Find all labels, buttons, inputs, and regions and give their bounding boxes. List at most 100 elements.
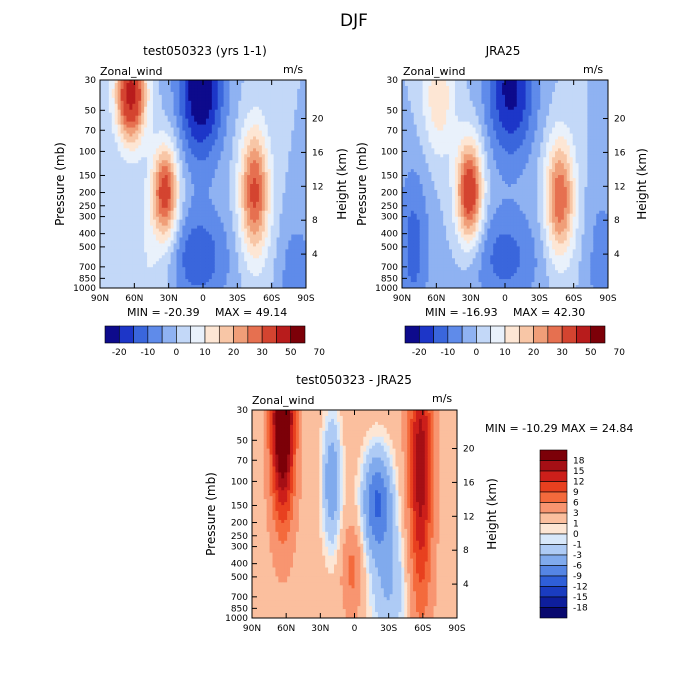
field-cell [191, 237, 195, 241]
field-cell [194, 225, 198, 229]
field-cell [152, 261, 157, 265]
field-cell [105, 189, 110, 194]
field-cell [203, 234, 207, 238]
field-cell [258, 282, 263, 286]
field-cell [273, 91, 277, 96]
field-cell [288, 285, 292, 289]
field-cell [191, 118, 195, 122]
field-cell [182, 198, 186, 203]
field-cell [176, 169, 180, 173]
field-cell [188, 109, 192, 114]
field-cell [241, 91, 245, 96]
field-cell [191, 88, 195, 93]
field-cell [258, 148, 263, 152]
field-cell [141, 130, 145, 134]
field-cell [150, 282, 154, 286]
field-cell [105, 207, 110, 212]
field-cell [105, 204, 110, 209]
field-cell [253, 109, 257, 114]
field-cell [238, 127, 242, 131]
field-cell [214, 169, 219, 173]
field-cell [114, 80, 119, 84]
field-cell [273, 142, 277, 146]
field-cell [282, 91, 286, 96]
field-cell [129, 243, 133, 247]
field-cell [188, 222, 192, 226]
field-cell [100, 157, 104, 161]
field-cell [191, 243, 195, 247]
field-cell [247, 145, 251, 149]
field-cell [241, 178, 245, 182]
field-cell [173, 115, 177, 120]
field-cell [223, 97, 227, 102]
field-cell [261, 222, 266, 226]
field-cell [176, 148, 180, 152]
field-cell [303, 80, 307, 84]
field-cell [173, 139, 177, 143]
field-cell [120, 282, 124, 286]
field-cell [235, 234, 239, 238]
field-cell [167, 97, 172, 102]
field-cell [138, 237, 142, 241]
field-cell [261, 136, 266, 140]
field-cell [211, 145, 216, 149]
field-cell [297, 151, 301, 155]
field-cell [279, 160, 283, 164]
field-cell [176, 160, 180, 164]
field-cell [261, 112, 266, 117]
field-cell [270, 261, 275, 265]
field-cell [276, 109, 280, 114]
field-cell [241, 276, 245, 280]
field-cell [258, 100, 263, 105]
field-cell [303, 282, 307, 286]
field-cell [203, 225, 207, 229]
field-cell [258, 213, 263, 218]
field-cell [226, 151, 230, 155]
field-cell [264, 145, 269, 149]
field-cell [200, 172, 204, 176]
field-cell [167, 231, 172, 235]
field-cell [197, 216, 201, 221]
field-cell [217, 175, 222, 179]
field-cell [220, 163, 224, 167]
field-cell [279, 80, 283, 84]
field-cell [182, 186, 186, 191]
field-cell [226, 258, 230, 262]
field-cell [144, 142, 148, 146]
field-cell [294, 210, 298, 215]
field-cell [170, 160, 174, 164]
field-cell [267, 91, 272, 96]
field-cell [147, 267, 151, 271]
field-cell [232, 148, 236, 152]
field-cell [303, 249, 307, 253]
field-cell [132, 192, 136, 197]
field-cell [253, 264, 257, 268]
field-cell [300, 178, 304, 182]
field-cell [164, 130, 169, 134]
field-cell [223, 103, 227, 108]
field-cell [164, 225, 169, 229]
field-cell [170, 82, 174, 87]
field-cell [253, 112, 257, 117]
field-cell [138, 231, 142, 235]
field-cell [150, 246, 154, 250]
field-cell [114, 115, 119, 120]
field-cell [226, 252, 230, 256]
field-cell [238, 246, 242, 250]
field-cell [226, 219, 230, 224]
field-cell [194, 133, 198, 137]
field-cell [285, 85, 289, 90]
field-cell [191, 201, 195, 206]
field-cell [120, 148, 124, 152]
field-cell [303, 160, 307, 164]
field-cell [185, 189, 189, 194]
field-cell [273, 264, 277, 268]
field-cell [214, 279, 219, 283]
field-cell [303, 166, 307, 170]
field-cell [205, 282, 210, 286]
field-cell [235, 133, 239, 137]
field-cell [108, 100, 113, 105]
field-cell [297, 142, 301, 146]
field-cell [161, 130, 166, 134]
field-cell [194, 195, 198, 200]
